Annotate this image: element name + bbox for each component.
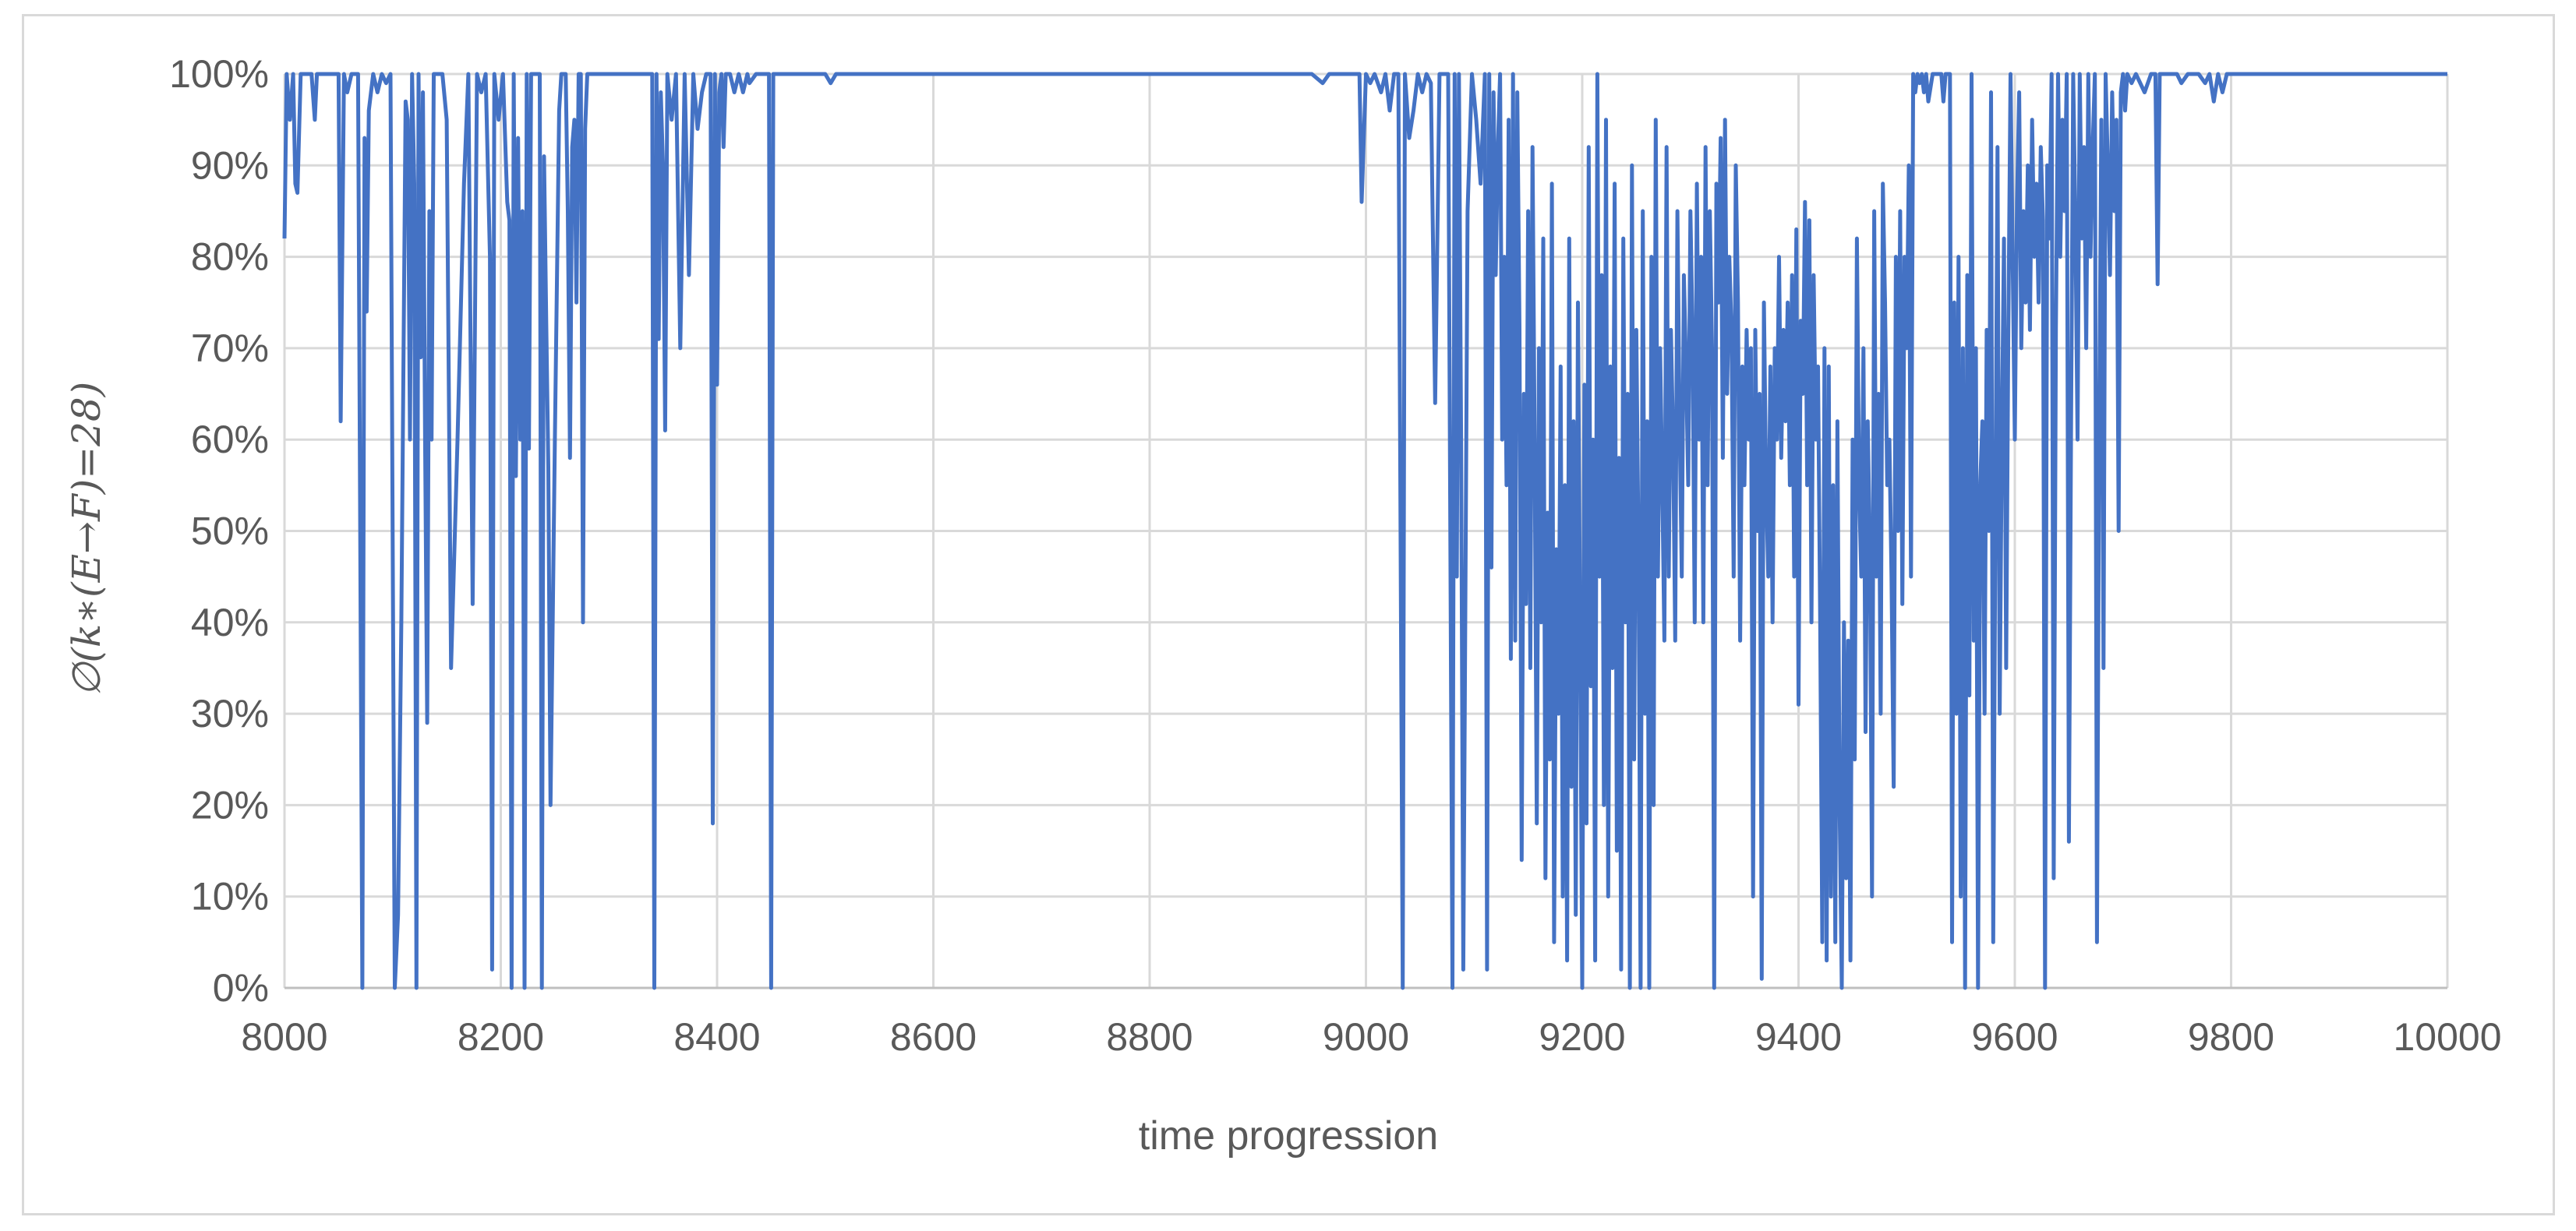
y-tick-label: 100%: [169, 52, 269, 96]
chart-frame: [22, 14, 2555, 1215]
y-tick-label: 40%: [191, 601, 269, 644]
grid-layer: [283, 72, 2449, 989]
x-tick-label: 9200: [1539, 1015, 1625, 1059]
label-layer: 0% 10% 20% 30% 40% 50% 60% 70% 80% 90% 100% 8000 820…: [169, 52, 2501, 1059]
series-layer: [282, 72, 2447, 990]
x-tick-label: 8200: [458, 1015, 544, 1059]
x-tick-label: 8000: [241, 1015, 327, 1059]
x-axis-title: time progression: [1139, 1113, 1438, 1159]
y-tick-label: 10%: [191, 875, 269, 919]
y-tick-label: 50%: [191, 510, 269, 553]
x-tick-label: 9400: [1755, 1015, 1842, 1059]
x-tick-label: 9800: [2188, 1015, 2274, 1059]
x-tick-label: 8600: [890, 1015, 977, 1059]
y-tick-label: 20%: [191, 783, 269, 827]
y-tick-label: 0%: [213, 966, 269, 1010]
y-tick-label: 80%: [191, 235, 269, 279]
y-tick-label: 60%: [191, 418, 269, 461]
y-axis-title: ∅(k∗(E→F)=28): [64, 382, 109, 697]
y-tick-label: 70%: [191, 326, 269, 370]
x-tick-label: 9000: [1323, 1015, 1409, 1059]
series-line: [282, 72, 2447, 990]
x-tick-label: 10000: [2393, 1015, 2501, 1059]
y-tick-label: 30%: [191, 692, 269, 735]
x-tick-label: 9600: [1971, 1015, 2058, 1059]
x-tick-label: 8400: [673, 1015, 760, 1059]
y-tick-label: 90%: [191, 143, 269, 187]
x-tick-label: 8800: [1106, 1015, 1193, 1059]
